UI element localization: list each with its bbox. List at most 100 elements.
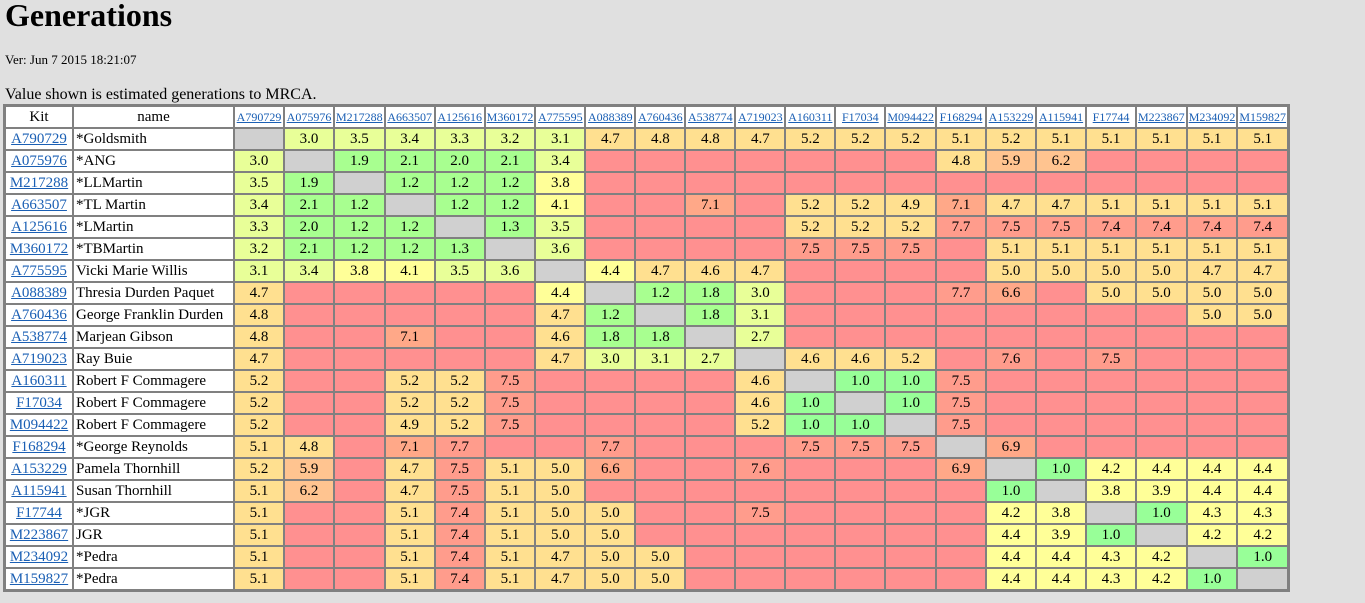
row-kit-link[interactable]: A663507	[11, 196, 67, 213]
generation-cell: 4.2	[1186, 524, 1238, 546]
generation-cell: 5.2	[835, 128, 886, 150]
row-kit-cell: F17744	[5, 502, 73, 524]
column-header-a088389: A088389	[585, 106, 636, 128]
self-cell	[685, 326, 736, 348]
column-kit-link[interactable]: F168294	[939, 109, 983, 124]
generation-cell	[835, 480, 886, 502]
row-kit-link[interactable]: A160311	[11, 372, 67, 389]
generation-cell: 5.1	[1036, 238, 1087, 260]
row-kit-link[interactable]: A088389	[11, 284, 67, 301]
generation-cell: 1.0	[1186, 568, 1238, 590]
generation-cell: 1.2	[384, 238, 435, 260]
column-kit-link[interactable]: F17034	[842, 109, 879, 124]
column-kit-link[interactable]: A775595	[538, 109, 583, 124]
generation-cell	[1186, 436, 1238, 458]
column-kit-link[interactable]: F17744	[1092, 109, 1130, 124]
generation-cell	[1036, 282, 1087, 304]
generation-cell	[685, 458, 736, 480]
generation-cell: 5.1	[234, 524, 284, 546]
generation-cell	[835, 568, 886, 590]
column-kit-link[interactable]: A719023	[738, 109, 783, 124]
column-kit-link[interactable]: A663507	[387, 109, 432, 124]
generation-cell: 7.5	[434, 480, 485, 502]
generation-cell	[685, 502, 736, 524]
generation-cell: 4.2	[986, 502, 1037, 524]
row-kit-link[interactable]: M159827	[9, 570, 69, 587]
generation-cell: 1.8	[585, 326, 636, 348]
column-kit-link[interactable]: A125616	[437, 109, 482, 124]
row-kit-link[interactable]: M234092	[9, 548, 69, 565]
generation-cell	[685, 414, 736, 436]
generation-cell	[735, 172, 786, 194]
row-kit-link[interactable]: A115941	[11, 482, 67, 499]
row-name: *George Reynolds	[73, 436, 234, 458]
row-kit-cell: A538774	[5, 326, 73, 348]
row-kit-link[interactable]: M360172	[9, 240, 69, 257]
row-kit-link[interactable]: M217288	[9, 174, 69, 191]
generation-cell: 4.4	[986, 568, 1037, 590]
row-kit-link[interactable]: F17744	[16, 504, 62, 521]
column-kit-link[interactable]: A153229	[988, 109, 1034, 124]
column-header-m234092: M234092	[1186, 106, 1238, 128]
generation-cell: 4.8	[234, 304, 284, 326]
column-kit-link[interactable]: M159827	[1239, 109, 1287, 124]
generation-cell	[1237, 150, 1289, 172]
generation-cell: 5.0	[535, 480, 586, 502]
generation-cell	[334, 282, 385, 304]
row-name: George Franklin Durden	[73, 304, 234, 326]
generation-cell: 2.7	[685, 348, 736, 370]
row-kit-link[interactable]: M223867	[9, 526, 69, 543]
column-kit-link[interactable]: A790729	[236, 109, 282, 124]
generation-cell: 5.2	[885, 348, 937, 370]
row-kit-link[interactable]: A153229	[11, 460, 67, 477]
generation-cell	[1136, 172, 1187, 194]
column-kit-link[interactable]: A538774	[688, 109, 733, 124]
column-kit-link[interactable]: A160311	[788, 109, 833, 124]
table-row: A790729 *Goldsmith 3.0 3.5 3.4 3.3 3.2 3.1 4.7 4.…	[5, 128, 1289, 150]
generation-cell: 4.4	[1036, 568, 1087, 590]
column-kit-link[interactable]: A088389	[588, 109, 633, 124]
column-kit-link[interactable]: M234092	[1188, 109, 1236, 124]
row-kit-link[interactable]: F168294	[12, 438, 66, 455]
table-row: M223867 JGR 5.1 5.1 7.4 5.1 5.0 5.0 4.4 3.9 1.0 4.2…	[5, 524, 1289, 546]
generation-cell: 5.1	[384, 546, 435, 568]
row-name: *TL Martin	[73, 194, 234, 216]
row-kit-link[interactable]: A538774	[11, 328, 67, 345]
row-name: Pamela Thornhill	[73, 458, 234, 480]
generation-cell	[1186, 348, 1238, 370]
self-cell	[585, 282, 636, 304]
column-kit-link[interactable]: M094422	[887, 109, 935, 124]
generation-cell	[685, 524, 736, 546]
column-kit-link[interactable]: A760436	[638, 109, 683, 124]
row-kit-link[interactable]: A719023	[11, 350, 67, 367]
row-kit-link[interactable]: A075976	[11, 152, 67, 169]
row-kit-link[interactable]: A790729	[11, 130, 67, 147]
column-header-a760436: A760436	[635, 106, 686, 128]
generation-cell: 7.7	[434, 436, 485, 458]
generation-cell: 3.8	[334, 260, 385, 282]
row-kit-link[interactable]: M094422	[9, 416, 69, 433]
generation-cell: 6.2	[1036, 150, 1087, 172]
table-caption: Value shown is estimated generations to …	[5, 86, 317, 103]
row-kit-link[interactable]: A125616	[11, 218, 67, 235]
column-kit-link[interactable]: A115941	[1038, 109, 1084, 124]
column-kit-link[interactable]: A075976	[286, 109, 332, 124]
self-cell	[384, 194, 435, 216]
row-kit-link[interactable]: A775595	[11, 262, 67, 279]
column-kit-link[interactable]: M360172	[486, 109, 534, 124]
generation-cell	[986, 172, 1037, 194]
generation-cell	[1186, 326, 1238, 348]
column-header-a663507: A663507	[384, 106, 435, 128]
column-kit-link[interactable]: M217288	[336, 109, 383, 124]
generation-cell	[384, 282, 435, 304]
table-row: A125616 *LMartin 3.3 2.0 1.2 1.2 1.3 3.5 5.2 5.2 5…	[5, 216, 1289, 238]
generation-cell: 6.9	[936, 458, 987, 480]
column-kit-link[interactable]: M223867	[1138, 109, 1185, 124]
row-kit-link[interactable]: A760436	[11, 306, 67, 323]
generation-cell	[1086, 370, 1137, 392]
generation-cell	[334, 414, 385, 436]
row-kit-link[interactable]: F17034	[16, 394, 62, 411]
self-cell	[885, 414, 937, 436]
column-header-a075976: A075976	[284, 106, 334, 128]
self-cell	[835, 392, 886, 414]
